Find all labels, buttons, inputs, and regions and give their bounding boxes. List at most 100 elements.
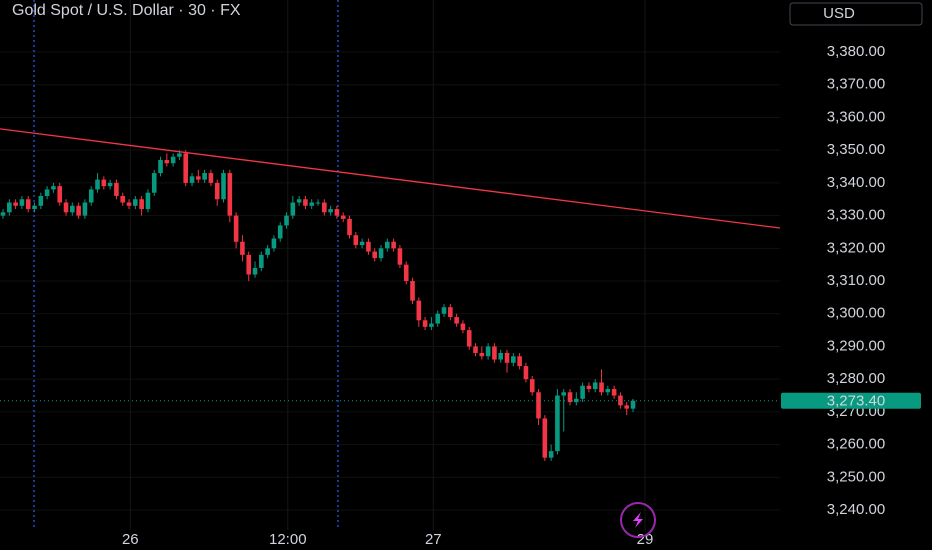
candle-body xyxy=(151,173,157,193)
candle-body xyxy=(133,199,138,206)
candle-body xyxy=(624,405,630,409)
candle-body xyxy=(492,346,497,360)
candle-body xyxy=(372,251,378,259)
candle-body xyxy=(88,189,94,203)
y-tick-label: 3,370.00 xyxy=(827,76,885,93)
candle-body xyxy=(227,173,233,216)
candle-body xyxy=(410,281,415,301)
y-tick-label: 3,300.00 xyxy=(827,305,885,322)
candle-body xyxy=(252,267,258,275)
y-tick-label: 3,380.00 xyxy=(827,43,885,60)
candle-body xyxy=(536,392,541,419)
y-tick-label: 3,350.00 xyxy=(827,141,885,158)
candle-body xyxy=(605,388,611,393)
candle-body xyxy=(429,323,434,327)
candle-body xyxy=(542,418,548,458)
candle-body xyxy=(555,395,560,452)
candle-body xyxy=(214,182,220,200)
currency-button[interactable] xyxy=(789,2,923,26)
lightning-bolt xyxy=(633,512,643,528)
y-tick-label: 3,260.00 xyxy=(827,436,885,453)
candle-body xyxy=(233,215,239,242)
candle-body xyxy=(296,199,302,203)
y-tick-label: 3,240.00 xyxy=(827,501,885,518)
candle-body xyxy=(441,307,447,314)
x-tick-label: 12:00 xyxy=(269,531,307,548)
candle-body xyxy=(196,176,201,180)
y-tick-label: 3,320.00 xyxy=(827,239,885,256)
candle-body xyxy=(259,254,264,268)
candle-body xyxy=(422,320,428,327)
candle-body xyxy=(340,215,346,219)
trendline xyxy=(0,128,781,229)
candle-body xyxy=(586,385,592,389)
candle-body xyxy=(504,353,510,363)
candle-body xyxy=(328,209,333,213)
candle-body xyxy=(529,379,535,393)
y-tick-label: 3,250.00 xyxy=(827,468,885,485)
candle-body xyxy=(567,392,573,403)
candle-body xyxy=(101,179,107,187)
candle-body xyxy=(145,192,151,210)
candle-body xyxy=(120,195,126,203)
candle-body xyxy=(202,173,207,180)
candle-body xyxy=(385,241,390,249)
candle-body xyxy=(0,212,6,216)
candle-body xyxy=(164,159,170,164)
candle-body xyxy=(378,248,384,259)
candle-body xyxy=(479,353,485,357)
candle-body xyxy=(303,199,308,206)
candle-body xyxy=(599,382,604,393)
chart-title: Gold Spot / U.S. Dollar · 30 · FX xyxy=(12,2,241,19)
candle-body xyxy=(189,176,195,183)
y-tick-label: 3,360.00 xyxy=(827,108,885,125)
candle-body xyxy=(454,317,459,324)
x-tick-label: 26 xyxy=(122,531,139,548)
candle-body xyxy=(265,248,270,255)
last-price-label: 3,273.40 xyxy=(827,393,885,410)
currency-label[interactable]: USD xyxy=(823,5,855,22)
candle-body xyxy=(13,202,18,206)
candle-body xyxy=(416,300,422,321)
candle-body xyxy=(448,307,453,318)
candle-body xyxy=(359,241,365,246)
candle-body xyxy=(177,153,182,157)
candle-body xyxy=(139,199,144,210)
candle-body xyxy=(309,202,315,206)
lightning-icon[interactable] xyxy=(620,502,656,538)
candle-body xyxy=(38,195,44,206)
candle-body xyxy=(158,159,163,174)
candle-body xyxy=(548,451,554,458)
candle-body xyxy=(290,202,296,216)
candle-body xyxy=(511,356,516,363)
last-price-badge xyxy=(781,392,921,409)
candle-body xyxy=(353,235,359,246)
candle-body xyxy=(7,202,12,213)
y-tick-label: 3,330.00 xyxy=(827,207,885,224)
candle-body xyxy=(592,382,598,389)
candle-body xyxy=(19,199,25,206)
candle-body xyxy=(221,173,226,200)
candle-body xyxy=(630,400,636,409)
candle-body xyxy=(391,241,396,249)
candle-body xyxy=(322,202,327,213)
candle-body xyxy=(611,388,617,396)
candle-body xyxy=(284,215,289,226)
y-tick-label: 3,310.00 xyxy=(827,272,885,289)
candle-body xyxy=(126,202,132,206)
candle-body xyxy=(580,385,585,399)
candle-body xyxy=(498,353,504,360)
candle-body xyxy=(466,330,472,347)
candle-body xyxy=(57,186,63,203)
candle-body xyxy=(44,189,50,196)
candle-body xyxy=(51,186,56,190)
y-tick-label: 3,340.00 xyxy=(827,174,885,191)
candle-body xyxy=(271,238,277,249)
y-tick-label: 3,290.00 xyxy=(827,337,885,354)
candle-body xyxy=(366,241,371,252)
candle-body xyxy=(523,366,529,380)
x-tick-label: 27 xyxy=(425,531,442,548)
